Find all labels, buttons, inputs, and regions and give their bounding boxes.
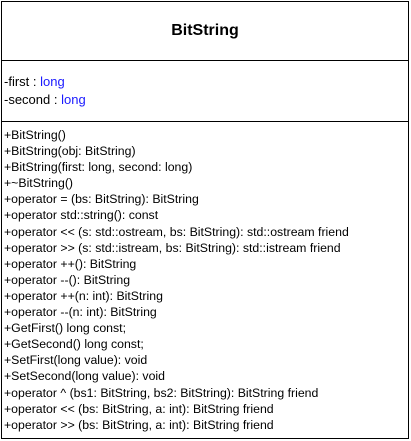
attribute-prefix: -first : <box>4 74 41 89</box>
method-row: +GetSecond() long const; <box>4 337 144 352</box>
method-row: +operator ^ (bs1: BitString, bs2: BitStr… <box>4 385 319 400</box>
class-name: BitString <box>171 22 239 39</box>
method-row: +GetFirst() long const; <box>4 321 126 336</box>
method-row: +operator << (bs: BitString, a: int): Bi… <box>4 401 274 416</box>
method-row: +BitString(first: long, second: long) <box>4 160 193 175</box>
attribute-type: long <box>61 92 86 107</box>
method-row: +operator --(): BitString <box>4 272 131 287</box>
attribute-type: long <box>40 74 65 89</box>
method-row: +SetSecond(long value): void <box>4 369 165 384</box>
methods-section: +BitString() +BitString(obj: BitString) … <box>2 122 408 433</box>
attribute-prefix: -second : <box>4 92 62 107</box>
method-row: +operator --(n: int): BitString <box>4 305 157 320</box>
method-row: +BitString(obj: BitString) <box>4 144 136 159</box>
attributes-section: -first : long -second : long <box>2 61 408 122</box>
method-row: +operator std::string(): const <box>4 208 159 223</box>
method-row: +operator >> (bs: BitString, a: int): Bi… <box>4 417 274 432</box>
method-row: +SetFirst(long value): void <box>4 353 148 368</box>
attribute-row: -first : long <box>4 73 408 91</box>
attribute-row: -second : long <box>4 91 408 109</box>
method-row: +operator ++(n: int): BitString <box>4 288 163 303</box>
method-row: +operator >> (s: std::istream, bs: BitSt… <box>4 240 341 255</box>
method-row: +operator << (s: std::ostream, bs: BitSt… <box>4 224 349 239</box>
method-row: +~BitString() <box>4 176 74 191</box>
method-row: +BitString() <box>4 128 66 142</box>
class-header: BitString <box>2 2 408 61</box>
method-row: +operator = (bs: BitString): BitString <box>4 192 199 207</box>
method-row: +operator ++(): BitString <box>4 256 137 271</box>
